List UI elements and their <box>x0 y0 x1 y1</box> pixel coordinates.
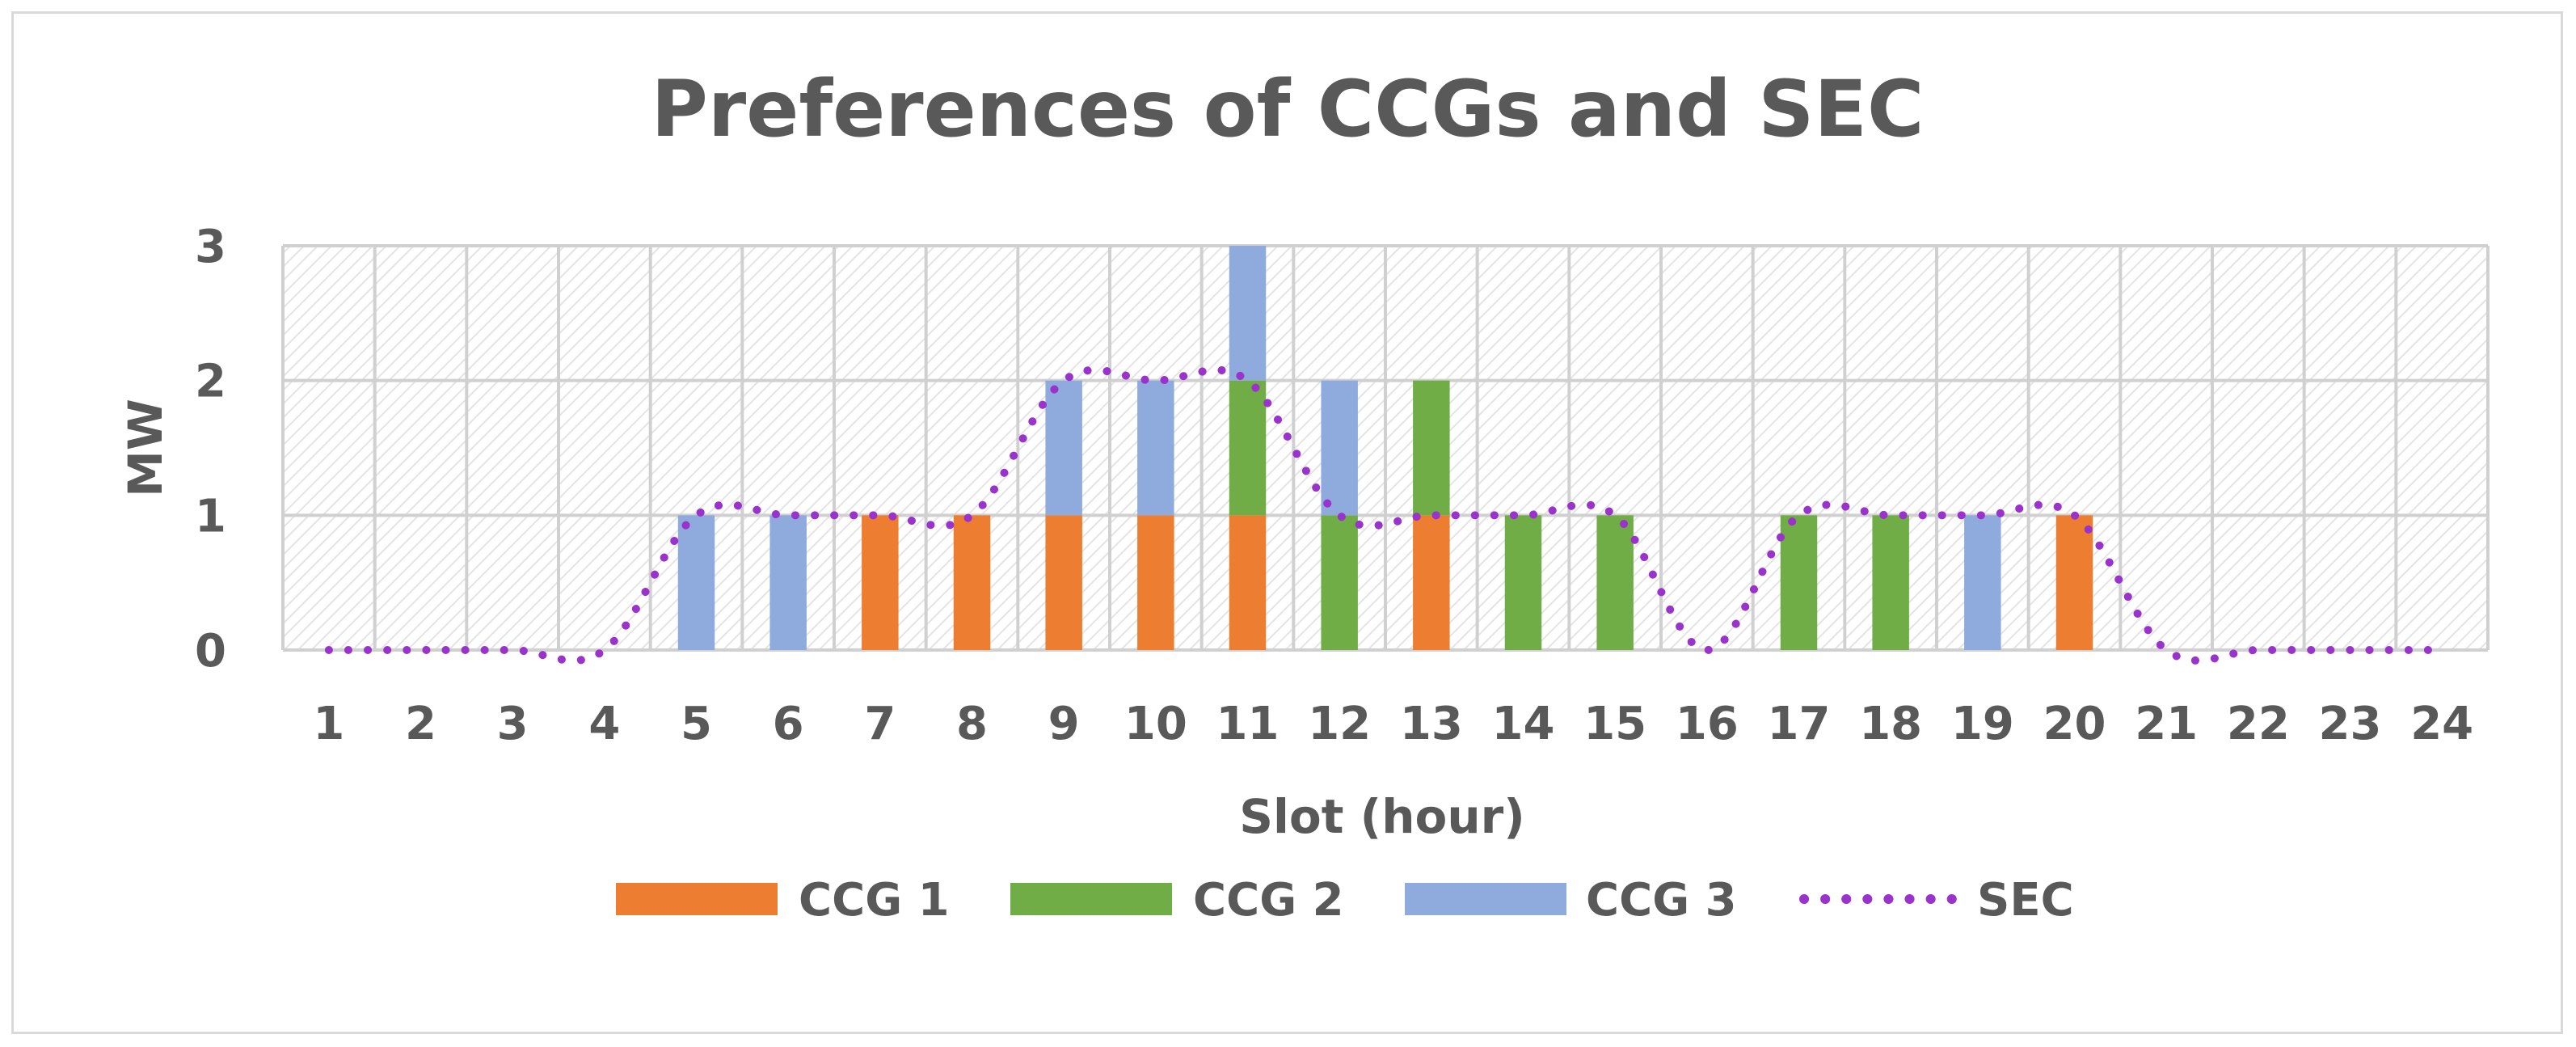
x-tick-8: 8 <box>956 698 988 750</box>
x-tick-4: 4 <box>588 698 620 750</box>
legend-swatch-ccg-1 <box>616 883 778 915</box>
x-tick-16: 16 <box>1676 698 1739 750</box>
x-tick-9: 9 <box>1048 698 1080 750</box>
x-tick-7: 7 <box>864 698 896 750</box>
bar-ccg-1-slot-13 <box>1413 515 1450 650</box>
x-tick-2: 2 <box>405 698 436 750</box>
y-tick-3: 3 <box>195 221 226 273</box>
bar-ccg-1-slot-20 <box>2055 515 2093 650</box>
x-tick-5: 5 <box>681 698 712 750</box>
legend-label-ccg-2: CCG 2 <box>1193 874 1344 927</box>
bar-ccg-3-slot-9 <box>1045 380 1082 516</box>
x-tick-6: 6 <box>773 698 804 750</box>
x-tick-18: 18 <box>1859 698 1922 750</box>
gridlines <box>281 244 2490 652</box>
legend: CCG 1 CCG 2 CCG 3 SEC <box>616 874 2074 927</box>
legend-label-sec: SEC <box>1977 874 2074 927</box>
x-tick-10: 10 <box>1124 698 1187 750</box>
bar-ccg-2-slot-12 <box>1321 515 1358 650</box>
legend-swatch-ccg-2 <box>1010 883 1172 915</box>
bars <box>677 246 2093 650</box>
bar-ccg-2-slot-13 <box>1413 380 1450 516</box>
line-sec <box>324 365 2447 665</box>
x-tick-3: 3 <box>497 698 529 750</box>
bar-ccg-1-slot-8 <box>953 515 991 650</box>
x-tick-14: 14 <box>1492 698 1555 750</box>
y-tick-0: 0 <box>195 625 226 678</box>
x-tick-12: 12 <box>1308 698 1371 750</box>
x-tick-17: 17 <box>1768 698 1831 750</box>
x-axis-ticks: 1 2 3 4 5 6 7 8 9 10 11 12 13 14 15 16 17 18 19 20 21 22 23 24 <box>313 698 2473 750</box>
bar-ccg-3-slot-19 <box>1964 515 2001 650</box>
x-tick-13: 13 <box>1400 698 1463 750</box>
x-tick-22: 22 <box>2227 698 2290 750</box>
x-tick-19: 19 <box>1951 698 2014 750</box>
y-axis-ticks: 0 1 2 3 <box>195 221 226 678</box>
bar-ccg-1-slot-10 <box>1137 515 1174 650</box>
y-tick-1: 1 <box>195 490 226 542</box>
x-tick-23: 23 <box>2319 698 2382 750</box>
chart-title: Preferences of CCGs and SEC <box>651 64 1925 154</box>
legend-label-ccg-1: CCG 1 <box>799 874 950 927</box>
bar-ccg-2-slot-17 <box>1780 515 1818 650</box>
x-tick-11: 11 <box>1216 698 1280 750</box>
x-tick-21: 21 <box>2135 698 2198 750</box>
bar-ccg-2-slot-14 <box>1504 515 1542 650</box>
legend-swatch-ccg-3 <box>1405 883 1566 915</box>
bar-ccg-2-slot-15 <box>1596 515 1634 650</box>
x-tick-24: 24 <box>2410 698 2473 750</box>
bar-ccg-3-slot-12 <box>1321 380 1358 516</box>
y-tick-2: 2 <box>195 356 226 408</box>
x-axis-label: Slot (hour) <box>1239 789 1524 844</box>
bar-ccg-3-slot-10 <box>1137 380 1174 516</box>
sec-line <box>324 365 2447 665</box>
bar-ccg-1-slot-9 <box>1045 515 1082 650</box>
legend-label-ccg-3: CCG 3 <box>1586 874 1737 927</box>
bar-ccg-1-slot-11 <box>1229 515 1267 650</box>
bar-ccg-1-slot-7 <box>862 515 899 650</box>
bar-ccg-3-slot-5 <box>677 515 715 650</box>
x-tick-1: 1 <box>313 698 344 750</box>
x-tick-15: 15 <box>1583 698 1646 750</box>
x-tick-20: 20 <box>2043 698 2106 750</box>
bar-ccg-3-slot-11 <box>1229 246 1267 381</box>
bar-ccg-3-slot-6 <box>769 515 807 650</box>
bar-ccg-2-slot-11 <box>1229 380 1267 516</box>
bar-ccg-2-slot-18 <box>1872 515 1909 650</box>
y-axis-label: MW <box>118 399 173 497</box>
